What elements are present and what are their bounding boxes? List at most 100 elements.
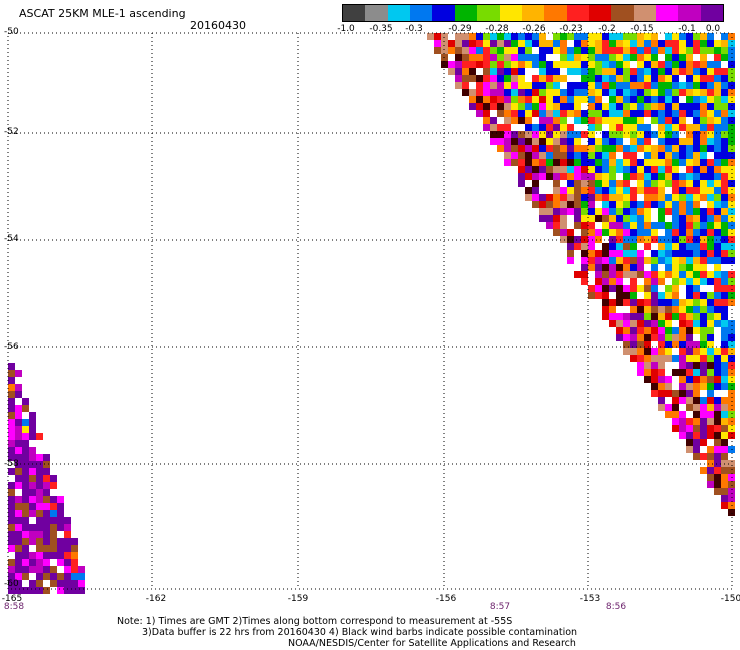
swath-cell	[581, 33, 588, 40]
swath-cell	[637, 145, 644, 152]
swath-cell	[637, 264, 644, 271]
swath-cell	[581, 124, 588, 131]
swath-cell	[721, 278, 728, 285]
swath-cell	[36, 566, 43, 573]
swath-cell	[497, 145, 504, 152]
swath-cell	[721, 264, 728, 271]
swath-cell	[721, 285, 728, 292]
swath-cell	[679, 54, 686, 61]
swath-cell	[637, 138, 644, 145]
swath-cell	[714, 250, 721, 257]
swath-cell	[707, 201, 714, 208]
swath-cell	[707, 481, 714, 488]
swath-cell	[567, 180, 574, 187]
swath-cell	[546, 89, 553, 96]
swath-cell	[630, 152, 637, 159]
swath-cell	[8, 370, 15, 377]
swath-cell	[665, 159, 672, 166]
swath-cell	[651, 243, 658, 250]
swath-cell	[511, 47, 518, 54]
swath-cell	[539, 96, 546, 103]
swath-cell	[616, 194, 623, 201]
swath-cell	[602, 222, 609, 229]
swath-cell	[714, 362, 721, 369]
swath-cell	[553, 166, 560, 173]
swath-cell	[714, 243, 721, 250]
swath-cell	[546, 215, 553, 222]
swath-cell	[29, 489, 36, 496]
swath-cell	[574, 229, 581, 236]
swath-cell	[567, 33, 574, 40]
swath-cell	[43, 566, 50, 573]
swath-cell	[50, 482, 57, 489]
swath-cell	[679, 404, 686, 411]
swath-cell	[693, 411, 700, 418]
swath-cell	[15, 391, 22, 398]
swath-cell	[721, 194, 728, 201]
swath-cell	[588, 166, 595, 173]
swath-cell	[686, 131, 693, 138]
swath-cell	[644, 208, 651, 215]
swath-cell	[609, 159, 616, 166]
swath-cell	[609, 33, 616, 40]
swath-cell	[553, 138, 560, 145]
swath-cell	[686, 446, 693, 453]
swath-cell	[672, 152, 679, 159]
swath-cell	[693, 152, 700, 159]
swath-cell	[483, 75, 490, 82]
swath-cell	[525, 61, 532, 68]
swath-cell	[637, 75, 644, 82]
swath-cell	[609, 68, 616, 75]
swath-cell	[595, 131, 602, 138]
swath-cell	[721, 117, 728, 124]
swath-cell	[57, 552, 64, 559]
swath-cell	[560, 33, 567, 40]
swath-cell	[644, 313, 651, 320]
swath-cell	[672, 376, 679, 383]
swath-cell	[623, 285, 630, 292]
swath-cell	[581, 117, 588, 124]
swath-cell	[581, 243, 588, 250]
swath-cell	[8, 454, 15, 461]
swath-cell	[707, 54, 714, 61]
colorbar-tick: -0.1	[678, 24, 696, 34]
swath-cell	[595, 82, 602, 89]
swath-cell	[29, 587, 36, 594]
swath-cell	[637, 341, 644, 348]
swath-cell	[50, 489, 57, 496]
swath-cell	[532, 124, 539, 131]
swath-cell	[630, 103, 637, 110]
swath-cell	[532, 180, 539, 187]
swath-cell	[658, 355, 665, 362]
swath-cell	[609, 229, 616, 236]
swath-cell	[637, 89, 644, 96]
swath-cell	[630, 33, 637, 40]
swath-cell	[602, 187, 609, 194]
swath-cell	[714, 299, 721, 306]
time-label: 8:56	[605, 602, 627, 612]
swath-cell	[539, 166, 546, 173]
swath-cell	[630, 89, 637, 96]
swath-cell	[707, 460, 714, 467]
swath-cell	[679, 131, 686, 138]
swath-cell	[532, 68, 539, 75]
swath-cell	[581, 103, 588, 110]
swath-cell	[721, 502, 728, 509]
swath-cell	[546, 201, 553, 208]
colorbar-swatch	[432, 5, 455, 21]
swath-cell	[714, 187, 721, 194]
swath-cell	[672, 418, 679, 425]
swath-cell	[8, 559, 15, 566]
swath-cell	[511, 152, 518, 159]
swath-cell	[721, 110, 728, 117]
swath-cell	[651, 75, 658, 82]
swath-cell	[504, 61, 511, 68]
swath-cell	[728, 285, 735, 292]
swath-cell	[679, 334, 686, 341]
swath-cell	[8, 587, 15, 594]
swath-cell	[665, 33, 672, 40]
swath-cell	[71, 552, 78, 559]
swath-cell	[595, 229, 602, 236]
swath-cell	[686, 271, 693, 278]
swath-cell	[700, 425, 707, 432]
